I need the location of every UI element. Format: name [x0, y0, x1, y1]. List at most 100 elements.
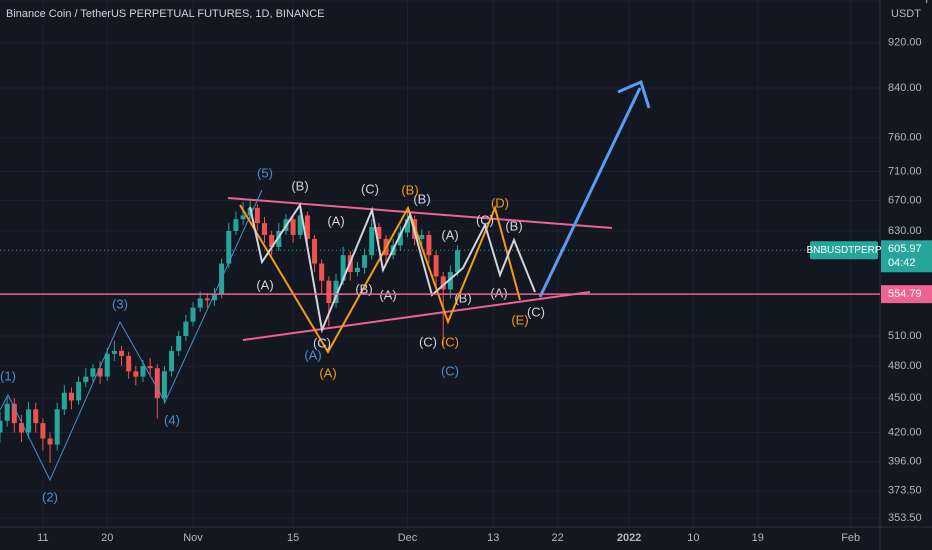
candle-body	[54, 409, 60, 445]
candle-body	[126, 355, 132, 372]
candle-body	[312, 238, 318, 264]
candle-body	[297, 215, 303, 235]
y-tick-label: 840.00	[888, 82, 922, 94]
x-tick-label: 19	[752, 532, 764, 544]
y-tick-label: 630.00	[888, 225, 922, 237]
candle-body	[447, 272, 453, 290]
lower-trendline	[242, 291, 591, 341]
arrow-head	[617, 79, 651, 109]
annotations-layer: (1)(2)(3)(4)(5)(A)(C)(B) (C)(A)(A)(C)(B)(…	[0, 165, 545, 504]
candle-body	[176, 335, 182, 351]
candle-body	[354, 267, 360, 273]
y-tick-label: 420.00	[888, 426, 922, 438]
candle-body	[26, 409, 32, 433]
candle-body	[169, 350, 175, 372]
candle-body	[76, 381, 82, 401]
x-tick-label: 10	[687, 532, 699, 544]
y-tick-label: 760.00	[888, 132, 922, 144]
candle-body	[376, 227, 382, 239]
candle-body	[404, 219, 410, 233]
candle-body	[133, 371, 139, 377]
wave-label: (A)	[327, 213, 344, 228]
candle-body	[97, 368, 103, 377]
countdown-label: 04:42	[888, 257, 916, 269]
wave-label: (4)	[164, 412, 180, 427]
level-label: 554.79	[888, 288, 922, 300]
wave-label: (C)	[476, 212, 494, 227]
candle-body	[190, 307, 196, 322]
wave-label: (B)	[505, 218, 522, 233]
wave-label: (C)	[419, 334, 437, 349]
wave-label: (A)	[256, 277, 273, 292]
candle-body	[154, 368, 160, 399]
candle-body	[276, 230, 282, 247]
orange-wave	[239, 204, 521, 355]
x-tick-label: 2022	[617, 532, 641, 544]
wave-label: (E)	[511, 312, 528, 327]
y-tick-label: 396.00	[888, 456, 922, 468]
wave-label: (B)	[454, 290, 471, 305]
x-tick-label: 15	[287, 532, 299, 544]
candle-body	[204, 298, 210, 301]
wave-label: (A)	[319, 365, 336, 380]
grid-layer	[0, 0, 880, 527]
y-tick-label: 920.00	[888, 37, 922, 49]
wave-label: (C)	[361, 181, 379, 196]
candle-body	[90, 368, 96, 377]
x-tick-label: 22	[551, 532, 563, 544]
candle-body	[4, 403, 10, 421]
candle-body	[254, 207, 260, 224]
wave-label: (B)	[291, 178, 308, 193]
y-tick-label: 710.00	[888, 165, 922, 177]
wave-label: (A)	[379, 287, 396, 302]
y-tick-label: 353.50	[888, 512, 922, 524]
candle-body	[197, 298, 203, 308]
y-tick-label: 373.50	[888, 485, 922, 497]
candle-body	[269, 234, 275, 247]
candle-body	[397, 232, 403, 246]
wave-label: (B)	[401, 182, 418, 197]
forecast-arrow	[538, 87, 642, 298]
candle-body	[40, 423, 46, 439]
candle-body	[440, 276, 446, 290]
candle-body	[340, 255, 346, 281]
candle-body	[161, 371, 167, 399]
wave-label: (A)	[441, 227, 458, 242]
drawings	[0, 79, 651, 482]
upper-trendline	[227, 197, 613, 229]
candle-body	[111, 350, 117, 354]
chart-title: Binance Coin / TetherUS PERPETUAL FUTURE…	[6, 8, 325, 20]
wave-label: (5)	[257, 165, 273, 180]
candle-body	[455, 250, 461, 273]
x-tick-label: Nov	[183, 532, 203, 544]
wave-label: (A)	[490, 285, 507, 300]
x-tick-label: 11	[37, 532, 48, 544]
candle-body	[226, 230, 232, 264]
y-tick-label: 480.00	[888, 360, 922, 372]
candle-body	[104, 353, 110, 377]
candle-body	[47, 438, 53, 445]
symbol-label: BNBUSDTPERP	[806, 245, 881, 256]
wave-label: (B)	[413, 191, 430, 206]
wave-label: (A)	[304, 347, 321, 362]
wave-label: (B)	[355, 281, 372, 296]
candle-body	[119, 350, 125, 356]
candle-body	[333, 280, 339, 304]
y-tick-label: 450.00	[888, 392, 922, 404]
symbol-tag	[810, 241, 878, 260]
candle-body	[211, 293, 217, 301]
candle-body	[369, 227, 375, 256]
candle-body	[433, 255, 439, 277]
wave-label: (3)	[112, 296, 128, 311]
wave-label: (C)	[441, 363, 459, 378]
x-tick-label: Dec	[398, 532, 418, 544]
candle-body	[233, 219, 239, 231]
candle-body	[61, 392, 67, 410]
last-price-label: 605.97	[888, 243, 922, 255]
candle-body	[183, 321, 189, 336]
candle-body	[426, 234, 432, 256]
candle-body	[240, 215, 246, 220]
white-wave	[249, 202, 536, 334]
candle-body	[319, 263, 325, 281]
